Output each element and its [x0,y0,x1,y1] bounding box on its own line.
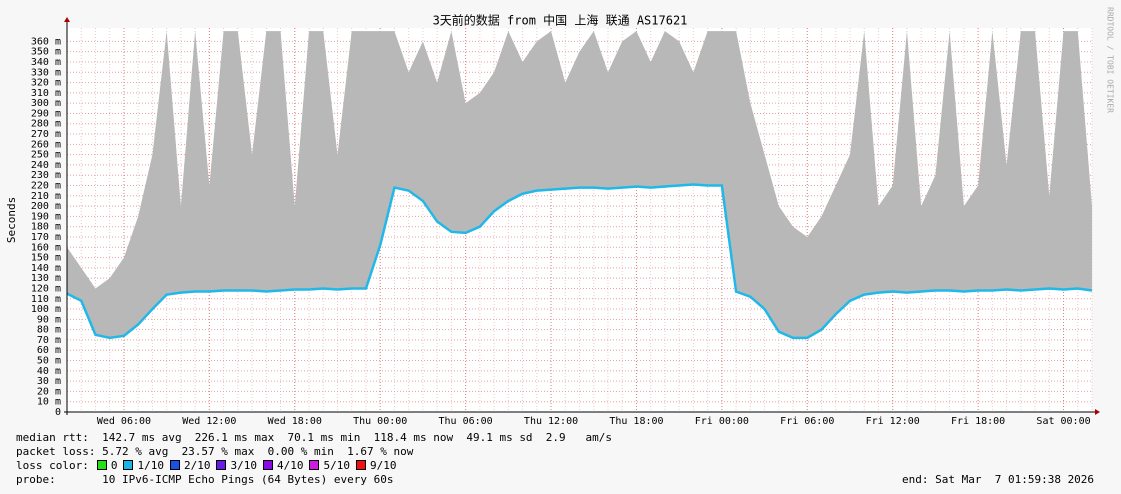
watermark: RRDTOOL / TOBI OETIKER [1106,7,1115,113]
legend-swatch [169,460,180,470]
loss-legend: loss color: 0 1/10 2/10 3/10 4/10 5/10 9/10 [16,459,396,473]
chart: 3天前的数据 from 中国 上海 联通 AS17621 Seconds RRD… [5,7,1115,427]
y-tick-label: 100 m [31,304,61,315]
x-tick-label: Wed 12:00 [182,416,236,427]
y-tick-label: 210 m [31,191,61,202]
y-tick-label: 240 m [31,160,61,171]
x-tick-label: Thu 00:00 [353,416,407,427]
y-arrow [64,17,70,22]
y-tick-label: 360 m [31,36,61,47]
y-tick-label: 80 m [37,325,61,336]
rtt-stats: median rtt: 142.7 ms avg 226.1 ms max 70… [16,431,613,444]
end-time: end: Sat Mar 7 01:59:38 2026 [902,473,1095,486]
loss-stats: packet loss: 5.72 % avg 23.57 % max 0.00… [16,445,414,458]
y-tick-label: 190 m [31,211,61,222]
y-tick-label: 340 m [31,57,61,68]
y-tick-label: 30 m [37,376,61,387]
y-tick-label: 180 m [31,222,61,233]
legend-label: 5/10 [323,459,350,472]
legend-swatch [123,460,134,470]
y-tick-label: 40 m [37,366,61,377]
smoke-area [67,31,1092,338]
y-tick-label: 330 m [31,67,61,78]
y-tick-label: 300 m [31,98,61,109]
x-arrow [1095,409,1100,415]
x-tick-label: Wed 06:00 [97,416,151,427]
x-tick-label: Thu 06:00 [439,416,493,427]
y-tick-label: 0 [55,407,61,418]
y-axis-title: Seconds [5,197,18,243]
legend-label: 0 [110,459,118,472]
y-tick-label: 310 m [31,88,61,99]
y-tick-label: 230 m [31,170,61,181]
legend-label: 3/10 [230,459,257,472]
y-tick-label: 20 m [37,386,61,397]
legend-swatch [355,460,366,470]
legend-swatch [309,460,320,470]
legend-title: loss color: [16,459,89,472]
x-tick-label: Fri 06:00 [780,416,834,427]
y-tick-label: 60 m [37,345,61,356]
y-tick-label: 130 m [31,273,61,284]
y-tick-label: 200 m [31,201,61,212]
x-tick-label: Fri 18:00 [951,416,1005,427]
legend-swatch [96,460,107,470]
y-tick-label: 260 m [31,139,61,150]
y-tick-label: 120 m [31,283,61,294]
y-tick-label: 110 m [31,294,61,305]
y-tick-label: 250 m [31,150,61,161]
x-tick-label: Fri 00:00 [695,416,749,427]
y-tick-label: 170 m [31,232,61,243]
y-tick-label: 150 m [31,253,61,264]
y-tick-label: 160 m [31,242,61,253]
x-tick-label: Thu 12:00 [524,416,578,427]
legend-swatch [262,460,273,470]
y-tick-label: 290 m [31,108,61,119]
median-line [66,183,1093,340]
x-tick-label: Thu 18:00 [609,416,663,427]
x-tick-label: Fri 12:00 [866,416,920,427]
x-tick-label: Wed 18:00 [268,416,322,427]
legend-label: 2/10 [183,459,211,472]
y-tick-label: 280 m [31,119,61,130]
y-tick-label: 350 m [31,47,61,58]
legend-label: 9/10 [369,459,397,472]
legend-label: 1/10 [137,459,164,472]
legend-swatch [216,460,227,470]
y-tick-label: 270 m [31,129,61,140]
x-tick-label: Sat 00:00 [1036,416,1090,427]
y-tick-label: 140 m [31,263,61,274]
chart-title: 3天前的数据 from 中国 上海 联通 AS17621 [433,13,688,28]
y-tick-label: 320 m [31,78,61,89]
y-tick-label: 10 m [37,397,61,408]
probe-info: probe: 10 IPv6-ICMP Echo Pings (64 Bytes… [16,473,394,486]
y-tick-label: 70 m [37,335,61,346]
y-tick-label: 50 m [37,356,61,367]
y-tick-label: 220 m [31,181,61,192]
y-tick-label: 90 m [37,314,61,325]
legend-label: 4/10 [276,459,304,472]
